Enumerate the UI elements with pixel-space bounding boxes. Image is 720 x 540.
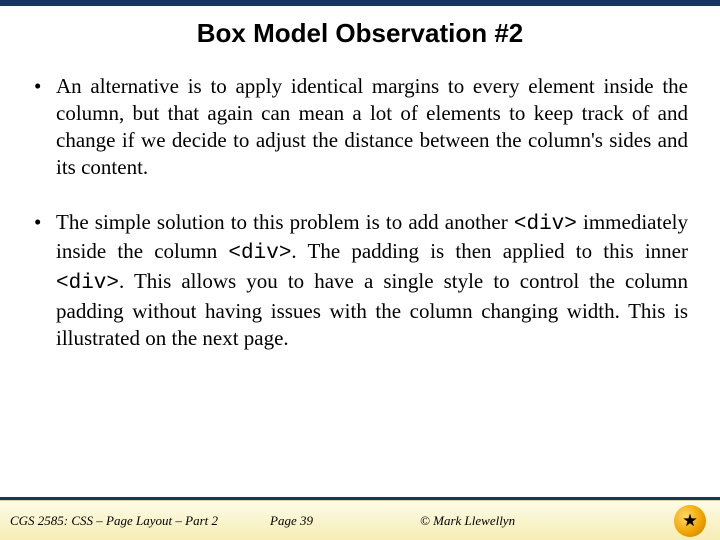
footer-container: CGS 2585: CSS – Page Layout – Part 2 Pag…	[0, 497, 720, 540]
bullet-item: • The simple solution to this problem is…	[28, 209, 688, 352]
footer-course-label: CGS 2585: CSS – Page Layout – Part 2	[0, 513, 270, 529]
bullet-text: The simple solution to this problem is t…	[56, 209, 688, 352]
top-accent-bar	[0, 0, 720, 6]
bullet-text: An alternative is to apply identical mar…	[56, 73, 688, 181]
bullet-mark: •	[28, 209, 56, 352]
footer-copyright: © Mark Llewellyn	[400, 513, 720, 529]
slide-body: • An alternative is to apply identical m…	[0, 73, 720, 352]
slide-title: Box Model Observation #2	[0, 18, 720, 49]
footer-page-number: Page 39	[270, 513, 400, 529]
bullet-item: • An alternative is to apply identical m…	[28, 73, 688, 181]
ucf-logo-icon	[674, 505, 706, 537]
bullet-mark: •	[28, 73, 56, 181]
footer-bar: CGS 2585: CSS – Page Layout – Part 2 Pag…	[0, 500, 720, 540]
pegasus-icon	[683, 514, 697, 528]
